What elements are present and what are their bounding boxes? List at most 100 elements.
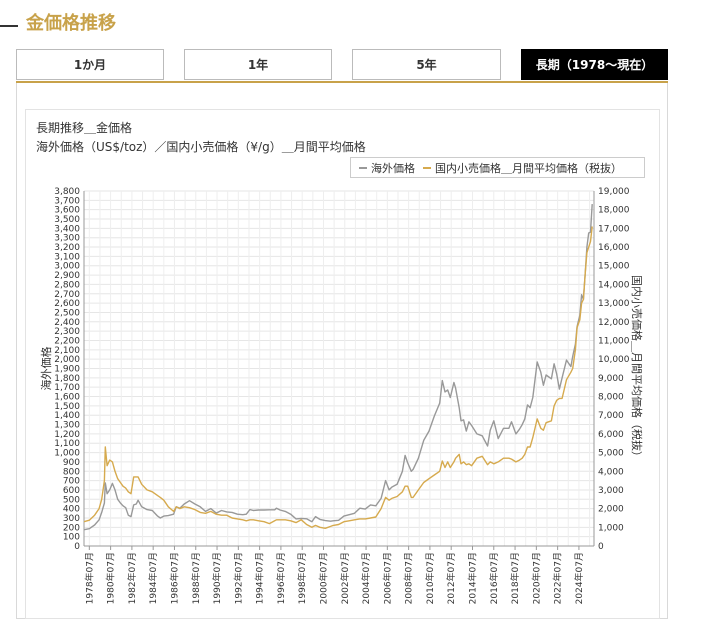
x-tick-label: 2022年07月 <box>552 552 564 604</box>
tab-5-years[interactable]: 5年 <box>352 49 501 80</box>
y2-axis-title: 国内小売価格＿月間平均価格（税抜） <box>630 275 644 462</box>
y-tick-label: 900 <box>63 458 80 468</box>
y2-tick-label: 5,000 <box>598 449 624 459</box>
legend-swatch-domestic <box>423 166 431 169</box>
y-tick-label: 1,000 <box>54 449 80 459</box>
y-tick-label: 700 <box>63 477 80 487</box>
x-tick-label: 1988年07月 <box>190 552 202 604</box>
y2-tick-label: 3,000 <box>598 486 624 496</box>
chart-container <box>25 109 660 619</box>
y2-tick-label: 4,000 <box>598 467 624 477</box>
y-tick-label: 3,600 <box>54 206 80 216</box>
y-tick-label: 3,700 <box>54 196 80 206</box>
x-tick-label: 1980年07月 <box>105 552 117 604</box>
y-tick-label: 1,500 <box>54 402 80 412</box>
y-tick-label: 1,100 <box>54 439 80 449</box>
title-accent-line <box>0 25 18 27</box>
x-tick-label: 2006年07月 <box>381 552 393 604</box>
y-tick-label: 800 <box>63 467 80 477</box>
x-tick-label: 1982年07月 <box>126 552 138 604</box>
x-tick-label: 1990年07月 <box>211 552 223 604</box>
y-tick-label: 400 <box>63 505 80 515</box>
y2-tick-label: 16,000 <box>598 243 630 253</box>
y-tick-label: 2,100 <box>54 346 80 356</box>
x-tick-label: 1994年07月 <box>254 552 266 604</box>
period-tabs: 1か月 1年 5年 長期（1978～現在） <box>16 49 668 83</box>
y2-tick-label: 15,000 <box>598 262 630 272</box>
y-tick-label: 3,300 <box>54 234 80 244</box>
chart-title: 長期推移＿金価格 <box>36 121 133 135</box>
x-tick-label: 1986年07月 <box>168 552 180 604</box>
y-tick-label: 200 <box>63 523 80 533</box>
x-tick-label: 2002年07月 <box>339 552 351 604</box>
tab-long-term[interactable]: 長期（1978～現在） <box>521 49 668 80</box>
series-line-overseas <box>83 204 593 531</box>
x-tick-label: 2014年07月 <box>466 552 478 604</box>
y-tick-label: 2,000 <box>54 355 80 365</box>
tab-1-year[interactable]: 1年 <box>184 49 332 80</box>
y-tick-label: 600 <box>63 486 80 496</box>
y2-tick-label: 1,000 <box>598 523 624 533</box>
y-tick-label: 1,600 <box>54 393 80 403</box>
y-tick-label: 3,400 <box>54 224 80 234</box>
y-tick-label: 300 <box>63 514 80 524</box>
y2-tick-label: 0 <box>598 542 604 552</box>
x-tick-label: 2008年07月 <box>403 552 415 604</box>
x-tick-label: 1984年07月 <box>147 552 159 604</box>
chart-subtitle: 海外価格（US$/toz）／国内小売価格（¥/g）＿月間平均価格 <box>36 140 366 154</box>
y2-tick-label: 6,000 <box>598 430 624 440</box>
y2-tick-label: 17,000 <box>598 224 630 234</box>
y-tick-label: 3,500 <box>54 215 80 225</box>
legend-item-overseas[interactable]: 海外価格 <box>359 160 415 176</box>
y-tick-label: 1,300 <box>54 421 80 431</box>
chart-legend: 海外価格 国内小売価格＿月間平均価格（税抜） <box>350 157 645 178</box>
legend-item-domestic[interactable]: 国内小売価格＿月間平均価格（税抜） <box>423 160 622 176</box>
x-tick-label: 2020年07月 <box>530 552 542 604</box>
x-tick-label: 2024年07月 <box>573 552 585 604</box>
x-tick-label: 2010年07月 <box>424 552 436 604</box>
y2-tick-label: 11,000 <box>598 336 630 346</box>
x-tick-label: 1992年07月 <box>232 552 244 604</box>
y-tick-label: 3,100 <box>54 252 80 262</box>
y2-tick-label: 7,000 <box>598 411 624 421</box>
y-tick-label: 2,600 <box>54 299 80 309</box>
x-tick-label: 2018年07月 <box>509 552 521 604</box>
y-tick-label: 100 <box>63 533 80 543</box>
y-tick-label: 0 <box>74 542 80 552</box>
x-tick-label: 1978年07月 <box>83 552 95 604</box>
legend-label-overseas: 海外価格 <box>371 161 415 175</box>
y-tick-label: 2,900 <box>54 271 80 281</box>
y-tick-label: 1,700 <box>54 383 80 393</box>
page-title: 金価格推移 <box>26 13 116 34</box>
y-tick-label: 2,300 <box>54 327 80 337</box>
x-tick-label: 2000年07月 <box>317 552 329 604</box>
x-tick-label: 1998年07月 <box>296 552 308 604</box>
y-tick-label: 2,400 <box>54 318 80 328</box>
x-tick-label: 2012年07月 <box>445 552 457 604</box>
series-line-domestic <box>83 226 593 529</box>
legend-swatch-overseas <box>359 166 367 169</box>
y2-tick-label: 19,000 <box>598 187 630 197</box>
y2-tick-label: 10,000 <box>598 355 630 365</box>
x-tick-label: 2004年07月 <box>360 552 372 604</box>
y-tick-label: 2,800 <box>54 280 80 290</box>
y2-tick-label: 9,000 <box>598 374 624 384</box>
y-tick-label: 2,200 <box>54 336 80 346</box>
legend-label-domestic: 国内小売価格＿月間平均価格（税抜） <box>435 161 622 175</box>
y2-tick-label: 14,000 <box>598 280 630 290</box>
y-tick-label: 1,400 <box>54 411 80 421</box>
x-tick-label: 2016年07月 <box>488 552 500 604</box>
y-axis-title: 海外価格 <box>39 347 53 391</box>
y-tick-label: 2,700 <box>54 290 80 300</box>
y2-tick-label: 8,000 <box>598 393 624 403</box>
y2-tick-label: 12,000 <box>598 318 630 328</box>
tab-1-month[interactable]: 1か月 <box>16 49 164 80</box>
y-tick-label: 1,900 <box>54 365 80 375</box>
y2-tick-label: 2,000 <box>598 505 624 515</box>
y-tick-label: 500 <box>63 495 80 505</box>
y-tick-label: 3,200 <box>54 243 80 253</box>
y-tick-label: 3,800 <box>54 187 80 197</box>
y2-tick-label: 13,000 <box>598 299 630 309</box>
y-tick-label: 1,800 <box>54 374 80 384</box>
